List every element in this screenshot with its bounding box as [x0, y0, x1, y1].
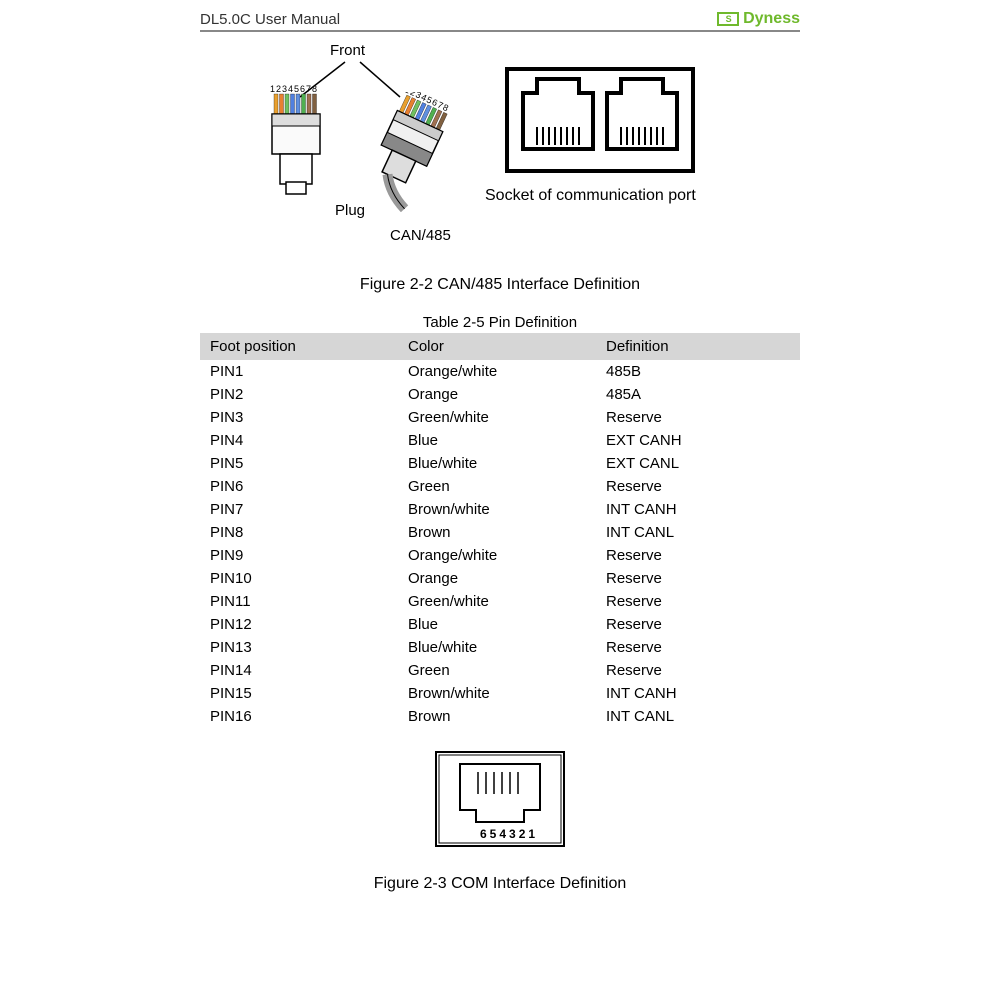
table-cell: EXT CANH	[596, 429, 800, 452]
com-pin-numbers: 654321	[480, 827, 538, 841]
figure-2-3: 654321 Figure 2-3 COM Interface Definiti…	[200, 746, 800, 893]
table-cell: PIN4	[200, 429, 398, 452]
table-cell: PIN5	[200, 452, 398, 475]
table-cell: Reserve	[596, 659, 800, 682]
table-row: PIN9Orange/whiteReserve	[200, 544, 800, 567]
pin-definition-table: Foot position Color Definition PIN1Orang…	[200, 333, 800, 728]
table-cell: INT CANH	[596, 498, 800, 521]
table-cell: PIN12	[200, 613, 398, 636]
table-cell: PIN9	[200, 544, 398, 567]
table-cell: Brown/white	[398, 498, 596, 521]
brand-icon: S	[717, 12, 739, 26]
table-cell: 485B	[596, 360, 800, 383]
table-cell: Reserve	[596, 567, 800, 590]
brand-text: Dyness	[743, 10, 800, 28]
table-row: PIN10OrangeReserve	[200, 567, 800, 590]
table-cell: PIN7	[200, 498, 398, 521]
table-cell: PIN16	[200, 705, 398, 728]
table-cell: Reserve	[596, 544, 800, 567]
table-cell: PIN15	[200, 682, 398, 705]
table-cell: Reserve	[596, 406, 800, 429]
table-cell: Reserve	[596, 590, 800, 613]
table-title: Table 2-5 Pin Definition	[200, 314, 800, 331]
table-row: PIN15Brown/whiteINT CANH	[200, 682, 800, 705]
table-cell: Green/white	[398, 406, 596, 429]
table-cell: INT CANL	[596, 521, 800, 544]
table-cell: Orange	[398, 383, 596, 406]
com-port-diagram: 654321	[430, 746, 570, 856]
table-row: PIN12BlueReserve	[200, 613, 800, 636]
table-row: PIN5Blue/whiteEXT CANL	[200, 452, 800, 475]
table-cell: PIN3	[200, 406, 398, 429]
manual-title: DL5.0C User Manual	[200, 11, 340, 28]
table-cell: INT CANL	[596, 705, 800, 728]
table-cell: PIN1	[200, 360, 398, 383]
table-cell: Blue/white	[398, 636, 596, 659]
table-cell: Orange/white	[398, 360, 596, 383]
table-cell: Green/white	[398, 590, 596, 613]
table-cell: Blue	[398, 613, 596, 636]
table-row: PIN8BrownINT CANL	[200, 521, 800, 544]
table-cell: Reserve	[596, 613, 800, 636]
table-cell: Brown/white	[398, 682, 596, 705]
table-cell: Orange	[398, 567, 596, 590]
table-row: PIN16BrownINT CANL	[200, 705, 800, 728]
table-row: PIN6GreenReserve	[200, 475, 800, 498]
table-row: PIN2Orange485A	[200, 383, 800, 406]
table-cell: PIN8	[200, 521, 398, 544]
table-cell: Blue/white	[398, 452, 596, 475]
table-cell: INT CANH	[596, 682, 800, 705]
col-foot-position: Foot position	[200, 333, 398, 360]
table-row: PIN14GreenReserve	[200, 659, 800, 682]
figure-2-2-caption: Figure 2-2 CAN/485 Interface Definition	[200, 276, 800, 294]
socket-dual-rj45	[505, 67, 705, 182]
table-row: PIN4BlueEXT CANH	[200, 429, 800, 452]
table-row: PIN3Green/whiteReserve	[200, 406, 800, 429]
table-row: PIN1Orange/white485B	[200, 360, 800, 383]
table-row: PIN7Brown/whiteINT CANH	[200, 498, 800, 521]
pin-numbers: 12345678	[270, 84, 318, 94]
table-cell: Green	[398, 475, 596, 498]
rj45-plug-angled: 12345678	[360, 92, 480, 217]
table-cell: Brown	[398, 521, 596, 544]
table-row: PIN13Blue/whiteReserve	[200, 636, 800, 659]
table-cell: Green	[398, 659, 596, 682]
brand-logo: S Dyness	[717, 10, 800, 28]
table-row: PIN11Green/whiteReserve	[200, 590, 800, 613]
figure-2-3-caption: Figure 2-3 COM Interface Definition	[200, 875, 800, 893]
table-cell: Blue	[398, 429, 596, 452]
col-color: Color	[398, 333, 596, 360]
table-cell: Brown	[398, 705, 596, 728]
table-cell: PIN14	[200, 659, 398, 682]
rj45-plug-front: 12345678	[260, 82, 340, 207]
table-cell: Orange/white	[398, 544, 596, 567]
table-cell: PIN11	[200, 590, 398, 613]
table-cell: Reserve	[596, 636, 800, 659]
table-cell: 485A	[596, 383, 800, 406]
table-cell: Reserve	[596, 475, 800, 498]
table-header-row: Foot position Color Definition	[200, 333, 800, 360]
col-definition: Definition	[596, 333, 800, 360]
table-cell: PIN2	[200, 383, 398, 406]
page-header: DL5.0C User Manual S Dyness	[200, 10, 800, 32]
figure-2-2: Front Plug CAN/485 Socket of communicati…	[200, 42, 800, 272]
table-cell: PIN13	[200, 636, 398, 659]
table-cell: PIN6	[200, 475, 398, 498]
table-cell: EXT CANL	[596, 452, 800, 475]
table-cell: PIN10	[200, 567, 398, 590]
